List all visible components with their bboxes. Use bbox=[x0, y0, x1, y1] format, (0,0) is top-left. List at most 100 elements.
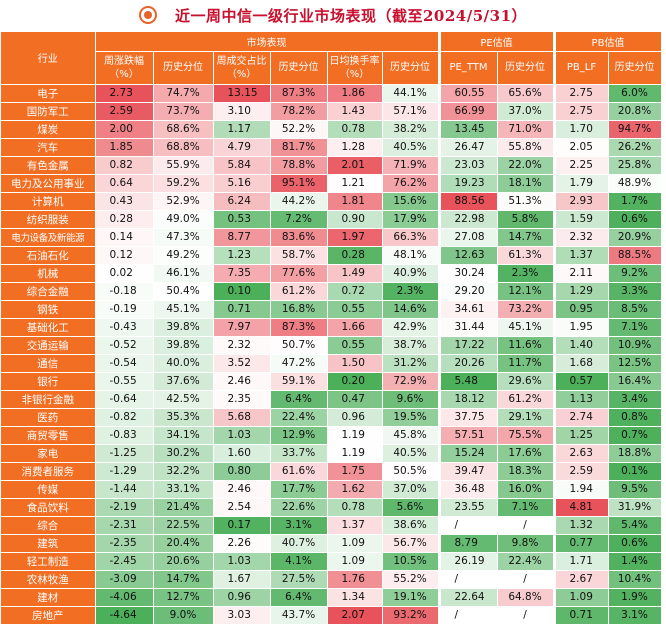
daily-turnover-percentile-cell: 56.7% bbox=[382, 534, 440, 553]
pe-ttm-cell: 26.47 bbox=[437, 138, 498, 157]
table-row: 机械 0.02 46.1% 7.35 77.6% 1.49 40.9% 30.24 2.3% 2.… bbox=[1, 264, 662, 283]
daily-turnover-percentile-cell: 76.2% bbox=[382, 174, 440, 193]
turnover-share-percentile-cell: 43.7% bbox=[270, 606, 328, 625]
industry-name-cell: 房地产 bbox=[1, 606, 96, 625]
pb-percentile-cell: 25.8% bbox=[608, 156, 662, 175]
weekly-change-cell: 0.02 bbox=[95, 264, 154, 283]
weekly-change-cell: 0.43 bbox=[95, 192, 154, 211]
pb-lf-cell: 0.95 bbox=[552, 300, 609, 319]
weekly-change-percentile-cell: 22.5% bbox=[153, 516, 214, 535]
table-body: 电子 2.73 74.7% 13.15 87.3% 1.86 44.1% 60.55 65.6%… bbox=[1, 84, 662, 625]
weekly-change-percentile-cell: 20.4% bbox=[153, 534, 214, 553]
daily-turnover-percentile-cell: 44.1% bbox=[382, 84, 440, 103]
header-group-market: 市场表现 bbox=[95, 32, 440, 52]
pb-lf-cell: 1.29 bbox=[552, 282, 609, 301]
weekly-change-percentile-cell: 49.0% bbox=[153, 210, 214, 229]
industry-name-cell: 农林牧渔 bbox=[1, 570, 96, 589]
pb-lf-cell: 0.77 bbox=[552, 534, 609, 553]
table-row: 综合金融 -0.18 50.4% 0.10 61.2% 0.72 2.3% 29.20 12.1… bbox=[1, 282, 662, 301]
industry-name-cell: 石油石化 bbox=[1, 246, 96, 265]
weekly-change-percentile-cell: 68.8% bbox=[153, 138, 214, 157]
industry-performance-table: 行业 市场表现 PE估值 PB估值 周涨跌幅 （%） 历史分位 周成交占比 （%） 历史分… bbox=[1, 32, 662, 625]
weekly-change-percentile-cell: 40.0% bbox=[153, 354, 214, 373]
turnover-share-cell: 1.03 bbox=[213, 426, 271, 445]
pe-percentile-cell: 51.3% bbox=[497, 192, 555, 211]
turnover-share-percentile-cell: 6.4% bbox=[270, 588, 328, 607]
weekly-change-percentile-cell: 47.3% bbox=[153, 228, 214, 247]
weekly-change-cell: -3.09 bbox=[95, 570, 154, 589]
industry-name-cell: 家电 bbox=[1, 444, 96, 463]
daily-turnover-cell: 0.78 bbox=[327, 120, 383, 139]
weekly-change-percentile-cell: 32.2% bbox=[153, 462, 214, 481]
turnover-share-percentile-cell: 17.7% bbox=[270, 480, 328, 499]
industry-name-cell: 基础化工 bbox=[1, 318, 96, 337]
pe-ttm-cell: 39.47 bbox=[437, 462, 498, 481]
turnover-share-percentile-cell: 78.8% bbox=[270, 156, 328, 175]
daily-turnover-percentile-cell: 38.6% bbox=[382, 516, 440, 535]
daily-turnover-cell: 0.90 bbox=[327, 210, 383, 229]
weekly-change-cell: -0.52 bbox=[95, 336, 154, 355]
pb-percentile-cell: 3.1% bbox=[608, 606, 662, 625]
pe-ttm-cell: 27.08 bbox=[437, 228, 498, 247]
daily-turnover-percentile-cell: 71.9% bbox=[382, 156, 440, 175]
turnover-share-percentile-cell: 3.1% bbox=[270, 516, 328, 535]
pe-ttm-cell: 66.99 bbox=[437, 102, 498, 121]
weekly-change-percentile-cell: 9.0% bbox=[153, 606, 214, 625]
weekly-change-percentile-cell: 20.6% bbox=[153, 552, 214, 571]
pe-ttm-cell: 26.19 bbox=[437, 552, 498, 571]
weekly-change-cell: -0.19 bbox=[95, 300, 154, 319]
pb-percentile-cell: 0.8% bbox=[608, 408, 662, 427]
daily-turnover-cell: 1.97 bbox=[327, 228, 383, 247]
pb-lf-cell: 1.71 bbox=[552, 552, 609, 571]
daily-turnover-cell: 0.96 bbox=[327, 408, 383, 427]
weekly-change-percentile-cell: 68.6% bbox=[153, 120, 214, 139]
weekly-change-cell: 2.73 bbox=[95, 84, 154, 103]
pe-percentile-cell: 45.1% bbox=[497, 318, 555, 337]
pe-percentile-cell: / bbox=[497, 570, 555, 589]
weekly-change-cell: 2.59 bbox=[95, 102, 154, 121]
daily-turnover-percentile-cell: 10.5% bbox=[382, 552, 440, 571]
turnover-share-cell: 2.54 bbox=[213, 498, 271, 517]
pb-lf-cell: 1.32 bbox=[552, 516, 609, 535]
turnover-share-cell: 0.53 bbox=[213, 210, 271, 229]
industry-name-cell: 煤炭 bbox=[1, 120, 96, 139]
column-header-row: 周涨跌幅 （%） 历史分位 周成交占比 （%） 历史分位 日均换手率 （%） 历史分位 PE_TT… bbox=[1, 51, 662, 85]
turnover-share-cell: 5.16 bbox=[213, 174, 271, 193]
pb-percentile-cell: 1.9% bbox=[608, 588, 662, 607]
pe-percentile-cell: 22.4% bbox=[497, 552, 555, 571]
table-row: 建筑 -2.35 20.4% 2.26 40.7% 1.09 56.7% 8.79 9.8% 0.… bbox=[1, 534, 662, 553]
weekly-change-cell: 1.85 bbox=[95, 138, 154, 157]
pe-percentile-cell: 16.0% bbox=[497, 480, 555, 499]
column-header: 历史分位 bbox=[270, 51, 328, 85]
pb-percentile-cell: 10.9% bbox=[608, 336, 662, 355]
turnover-share-cell: 0.96 bbox=[213, 588, 271, 607]
pb-percentile-cell: 3.4% bbox=[608, 390, 662, 409]
pe-ttm-cell: 34.61 bbox=[437, 300, 498, 319]
table-row: 电子 2.73 74.7% 13.15 87.3% 1.86 44.1% 60.55 65.6%… bbox=[1, 84, 662, 103]
column-header: 历史分位 bbox=[497, 51, 555, 85]
weekly-change-cell: 0.64 bbox=[95, 174, 154, 193]
weekly-change-cell: -4.64 bbox=[95, 606, 154, 625]
pe-ttm-cell: 22.64 bbox=[437, 588, 498, 607]
daily-turnover-cell: 1.21 bbox=[327, 174, 383, 193]
daily-turnover-cell: 1.76 bbox=[327, 570, 383, 589]
weekly-change-cell: 2.00 bbox=[95, 120, 154, 139]
table-row: 计算机 0.43 52.9% 6.24 44.2% 1.81 15.6% 88.56 51.3%… bbox=[1, 192, 662, 211]
turnover-share-cell: 3.10 bbox=[213, 102, 271, 121]
daily-turnover-cell: 0.20 bbox=[327, 372, 383, 391]
daily-turnover-percentile-cell: 37.0% bbox=[382, 480, 440, 499]
pb-lf-cell: 0.71 bbox=[552, 606, 609, 625]
weekly-change-cell: -0.64 bbox=[95, 390, 154, 409]
pe-ttm-cell: 18.12 bbox=[437, 390, 498, 409]
pb-percentile-cell: 10.4% bbox=[608, 570, 662, 589]
weekly-change-cell: -2.31 bbox=[95, 516, 154, 535]
weekly-change-cell: -0.82 bbox=[95, 408, 154, 427]
turnover-share-cell: 1.67 bbox=[213, 570, 271, 589]
table-row: 传媒 -1.44 33.1% 2.46 17.7% 1.62 37.0% 36.48 16.0%… bbox=[1, 480, 662, 499]
column-header: 周成交占比 （%） bbox=[213, 51, 271, 85]
pb-percentile-cell: 1.4% bbox=[608, 552, 662, 571]
pb-percentile-cell: 9.2% bbox=[608, 264, 662, 283]
turnover-share-percentile-cell: 27.5% bbox=[270, 570, 328, 589]
turnover-share-cell: 7.35 bbox=[213, 264, 271, 283]
pb-percentile-cell: 16.4% bbox=[608, 372, 662, 391]
